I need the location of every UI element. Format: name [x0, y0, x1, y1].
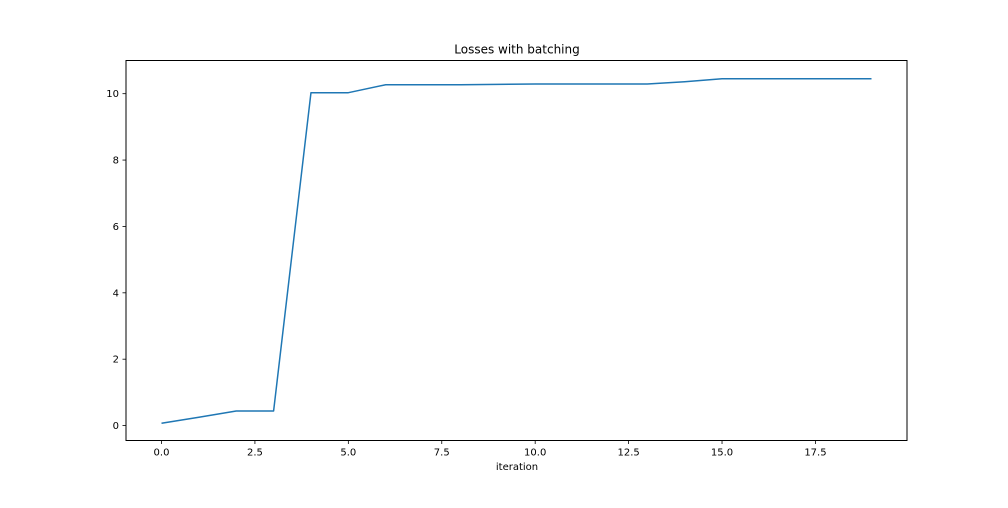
y-tick-label: 4	[113, 288, 119, 299]
plot-area	[161, 78, 872, 424]
x-axis-title: iteration	[496, 462, 538, 473]
y-tick-label: 6	[113, 222, 119, 233]
x-tick-label: 15.0	[711, 448, 733, 459]
y-tick-label: 8	[113, 156, 119, 167]
series-line	[161, 78, 872, 424]
x-tick-label: 0.0	[154, 448, 170, 459]
x-axis: 0.0 2.5 5.0 7.5 10.0 12.5 15.0 17.5	[154, 440, 827, 459]
x-tick-label: 12.5	[617, 448, 639, 459]
y-tick-label: 0	[113, 421, 119, 432]
y-tick-label: 10	[106, 89, 119, 100]
x-tick-label: 5.0	[340, 448, 356, 459]
chart-title: Losses with batching	[454, 43, 579, 57]
y-tick-label: 2	[113, 355, 119, 366]
y-axis: 0 2 4 6 8 10	[106, 89, 126, 432]
x-tick-label: 7.5	[434, 448, 450, 459]
x-tick-label: 17.5	[804, 448, 826, 459]
x-tick-label: 2.5	[247, 448, 263, 459]
x-tick-label: 10.0	[524, 448, 546, 459]
axes-frame	[125, 60, 908, 441]
